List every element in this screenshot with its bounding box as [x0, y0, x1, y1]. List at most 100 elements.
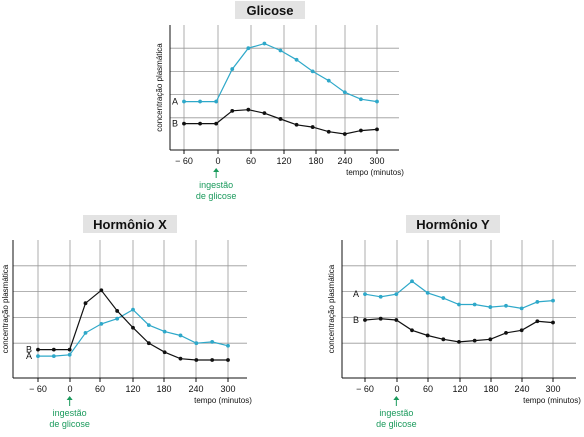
x-tick-label: 300 [220, 384, 235, 394]
series-A-point [359, 97, 363, 102]
series-B-point [182, 121, 186, 126]
series-A-point [278, 48, 283, 53]
series-B-point [551, 320, 555, 325]
annotation-line1: ingestão [379, 408, 413, 418]
x-tick-label: 240 [337, 156, 352, 166]
series-A-point [504, 303, 508, 308]
series-B-point [410, 328, 414, 333]
x-tick-label: 180 [483, 384, 498, 394]
series-B-point [278, 117, 283, 121]
series-B-point [326, 129, 331, 134]
x-tick-label: − 60 [356, 384, 374, 394]
y-axis-title: concentração plasmática [1, 264, 10, 353]
chart-1: Glicose − 60 0 60 120 180 240 300 tempo (minutos… [155, 1, 404, 201]
series-A-point [394, 292, 399, 297]
series-A-point [262, 41, 267, 46]
series-A-point [294, 57, 299, 62]
series-B-point [198, 121, 202, 126]
series-A-point [310, 69, 315, 74]
series-A-point [375, 99, 379, 104]
series-A-point [363, 292, 367, 297]
chart-title: Hormônio X [93, 217, 167, 232]
series-B-point [535, 319, 540, 324]
chart-title: Glicose [247, 3, 294, 18]
chart-2: Hormônio X − 60 0 60 120 180 240 300 tempo (minu… [1, 215, 252, 429]
series-A-point [246, 46, 251, 51]
x-tick-label: 120 [452, 384, 467, 394]
series-A-point [226, 343, 230, 348]
series-B-point [67, 347, 72, 352]
series-B-point [457, 340, 461, 344]
series-B-point [488, 337, 493, 342]
y-axis-title: concentração plasmática [155, 43, 164, 132]
series-A-point [519, 306, 524, 311]
x-tick-label: 180 [156, 384, 171, 394]
x-axis-title: tempo (minutos) [194, 396, 252, 405]
series-A-point [83, 330, 88, 335]
annotation-line2: de glicose [49, 419, 90, 429]
x-tick-label: 60 [95, 384, 105, 394]
series-B-point [519, 328, 524, 333]
series-A-label: A [26, 351, 32, 361]
series-A-point [178, 333, 183, 338]
annotation-line2: de glicose [376, 419, 417, 429]
x-axis-title: tempo (minutos) [346, 168, 404, 177]
series-A-point [214, 99, 219, 104]
series-A-point [36, 354, 40, 358]
annotation-arrowhead [66, 396, 73, 400]
x-tick-label: 0 [394, 384, 399, 394]
series-A-point [457, 302, 461, 307]
series-B-line [184, 109, 378, 135]
series-A-point [326, 78, 331, 83]
series-A-point [425, 290, 430, 295]
y-axis-title: concentração plasmática [327, 264, 336, 353]
series-B-point [178, 356, 183, 361]
series-B-label: B [353, 315, 359, 325]
series-B-line [364, 318, 554, 343]
series-B-point [99, 288, 104, 293]
series-B-point [194, 358, 199, 362]
series-A-point [230, 67, 235, 71]
series-A-point [131, 307, 135, 312]
series-A-point [378, 294, 383, 299]
annotation-line2: de glicose [196, 191, 237, 201]
series-B-point [262, 111, 267, 116]
series-A-label: A [353, 289, 359, 299]
series-A-point [67, 352, 72, 357]
series-A-point [472, 302, 477, 307]
series-A-point [551, 298, 555, 303]
series-B-point [363, 318, 367, 322]
x-tick-label: 180 [308, 156, 323, 166]
series-B-point [441, 337, 446, 342]
series-B-point [472, 338, 477, 343]
series-B-label: B [26, 345, 32, 355]
x-tick-label: 0 [67, 384, 72, 394]
series-A-point [162, 329, 167, 334]
series-B-point [36, 347, 40, 352]
chart-title: Hormônio Y [416, 217, 490, 232]
series-B-point [210, 358, 215, 362]
x-tick-label: − 60 [29, 384, 47, 394]
series-B-point [394, 318, 399, 322]
series-A-point [488, 305, 493, 309]
x-tick-label: 300 [369, 156, 384, 166]
x-tick-label: 120 [125, 384, 140, 394]
series-A-point [342, 90, 347, 95]
x-tick-label: 60 [423, 384, 433, 394]
series-B-point [162, 350, 167, 355]
series-B-point [425, 333, 430, 338]
series-B-point [83, 301, 88, 306]
chart-title-box [406, 215, 500, 233]
x-tick-label: 0 [215, 156, 220, 166]
annotation-arrowhead [213, 168, 220, 172]
series-B-point [375, 127, 379, 132]
x-tick-label: 120 [276, 156, 291, 166]
series-A-point [115, 316, 120, 321]
series-A-point [146, 323, 151, 328]
x-axis-title: tempo (minutos) [523, 396, 581, 405]
series-A-point [210, 340, 215, 344]
series-A-label: A [172, 97, 178, 107]
x-tick-label: − 60 [175, 156, 193, 166]
series-B-point [146, 341, 151, 346]
